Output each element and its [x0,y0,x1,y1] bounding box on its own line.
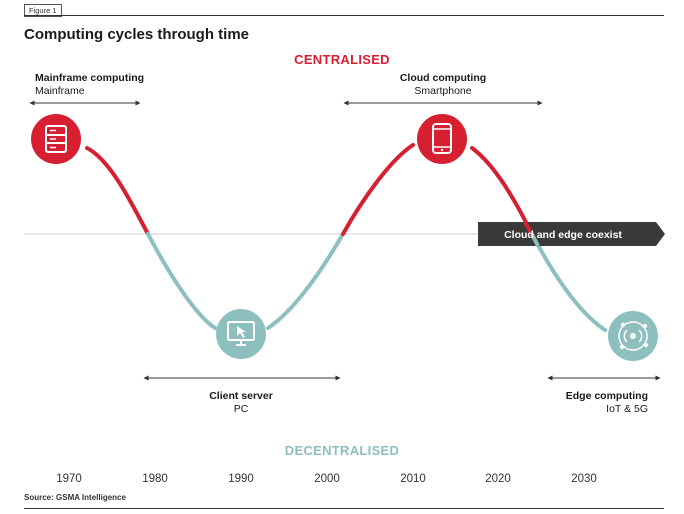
wave-segment-1990s [266,232,345,330]
year-label: 1970 [56,473,82,485]
cloud-subtitle: Smartphone [414,85,472,97]
cloud-title: Cloud computing [399,72,487,84]
centralised-label: CENTRALISED [294,52,390,67]
client-server-subtitle: PC [233,403,249,415]
source-note: Source: GSMA Intelligence [24,493,126,502]
wave-cross-red [523,220,534,236]
client-server-title: Client server [209,390,273,402]
year-label: 2000 [314,473,340,485]
year-label: 1990 [228,473,254,485]
edge-subtitle: IoT & 5G [606,403,648,415]
decentralised-label: DECENTRALISED [284,443,400,458]
wave-segment-2020s [530,232,607,332]
coexist-banner [478,222,665,246]
edge-title: Edge computing [565,390,648,402]
server-icon [31,114,81,164]
year-label: 2010 [400,473,426,485]
chart-title: Computing cycles through time [24,26,250,43]
year-label: 1980 [142,473,168,485]
wave-segment-1980s [146,232,217,330]
wave-segment-2000s [341,143,415,236]
wave-segment-2010s [470,146,534,236]
top-rule [24,15,664,16]
year-label: 2020 [485,473,511,485]
figure-label: Figure 1 [24,4,62,17]
wave-segment-1970s [85,146,150,236]
coexist-label: Cloud and edge coexist [504,229,622,241]
mainframe-subtitle: Mainframe [35,85,85,97]
bottom-rule [24,508,664,509]
smartphone-icon [417,114,467,164]
monitor-cursor-icon [216,309,266,359]
year-label: 2030 [571,473,597,485]
network-signal-icon [608,311,658,361]
wave-cross-teal [530,233,540,247]
mainframe-title: Mainframe computing [35,72,145,84]
